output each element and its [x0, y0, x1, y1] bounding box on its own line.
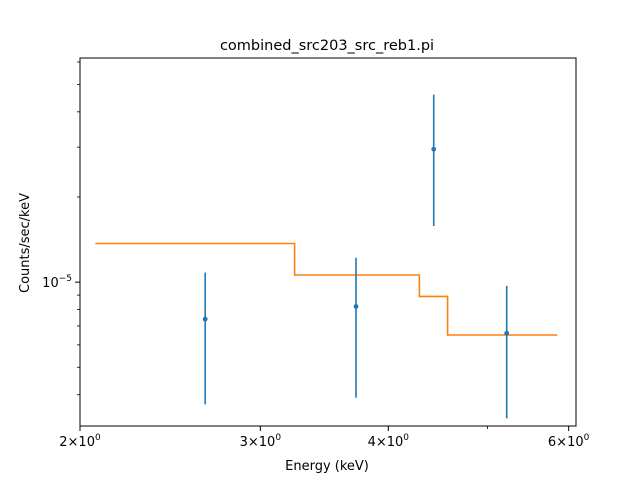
x-tick-label: 6×100 [548, 433, 590, 450]
x-tick-label: 4×100 [368, 433, 410, 450]
axes-frame [79, 57, 577, 427]
y-tick-label: 10−5 [42, 274, 72, 291]
x-axis-label: Energy (keV) [285, 459, 369, 474]
axis-ticks: 2×100 3×100 4×100 6×100 10−5 [42, 61, 590, 450]
x-tick-label: 3×100 [240, 433, 282, 450]
model-step-line [95, 242, 558, 336]
data-point [504, 330, 510, 336]
data-point [431, 146, 437, 152]
plot-area [95, 94, 558, 419]
data-point [353, 304, 359, 309]
x-tick-label: 2×100 [59, 433, 101, 450]
data-point [202, 316, 208, 322]
chart-title: combined_src203_src_reb1.pi [220, 38, 434, 54]
y-axis-label: Counts/sec/keV [18, 193, 33, 293]
